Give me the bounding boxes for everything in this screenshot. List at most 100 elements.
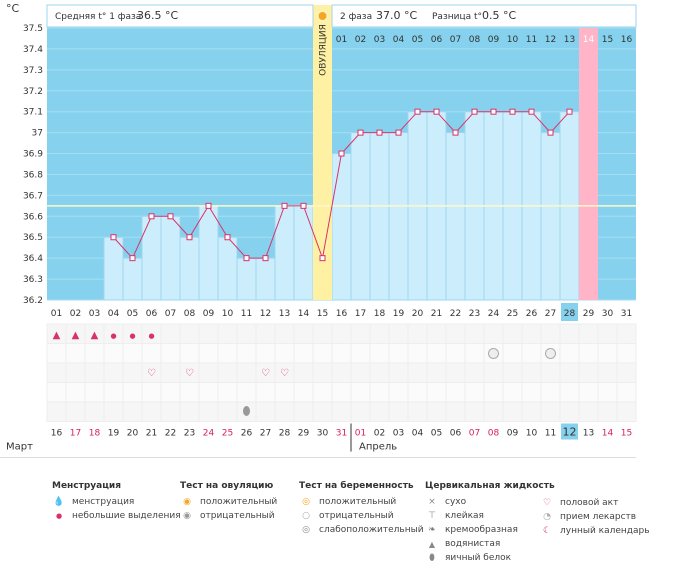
- month-label-2: Апрель: [359, 442, 397, 453]
- grid-cell: [65, 343, 86, 364]
- grid-cell: [293, 343, 314, 364]
- grid-cell: [540, 362, 561, 383]
- grid-cell: [388, 323, 409, 344]
- grid-cell: [331, 323, 352, 344]
- x-tick-label: 24: [488, 309, 500, 319]
- calendar-date: 27: [260, 429, 271, 439]
- grid-cell: [369, 362, 390, 383]
- y-tick-label: 36.7: [23, 191, 43, 201]
- grid-cell: [274, 323, 295, 344]
- calendar-date: 20: [127, 429, 139, 439]
- grid-cell: [160, 382, 181, 403]
- grid-cell: [331, 401, 352, 422]
- month-label-1: Март: [6, 442, 33, 453]
- temperature-point: [433, 108, 440, 115]
- pregtest-weak-icon: ◎: [302, 525, 310, 535]
- calendar-date: 21: [146, 429, 157, 439]
- ovulation-label: ОВУЛЯЦИЯ: [319, 24, 329, 76]
- temperature-point: [148, 213, 155, 220]
- legend-label: отрицательный: [319, 511, 394, 521]
- calendar-date: 14: [602, 429, 614, 439]
- grid-cell: [350, 382, 371, 403]
- grid-cell: [369, 382, 390, 403]
- ovtest-positive-icon: ◉: [183, 497, 191, 507]
- grid-cell: [483, 401, 504, 422]
- legend-pregnancy-test-title: Тест на беременность: [299, 481, 414, 491]
- diff-label: Разница t°: [432, 12, 482, 22]
- grid-cell: [521, 382, 542, 403]
- egg-white-icon: ⬮: [429, 553, 435, 563]
- grid-cell: [464, 362, 485, 383]
- legend-pregnancy-test: Тест на беременность ◎ положительный ○ отр…: [299, 481, 424, 537]
- grid-cell: [597, 382, 618, 403]
- grid-cell: [350, 401, 371, 422]
- grid-cell: [255, 343, 276, 364]
- phase-day-label: 05: [412, 35, 423, 45]
- legend-label: небольшие выделения: [72, 511, 181, 521]
- phase-day-label: 12: [545, 35, 556, 45]
- temperature-bar: [141, 215, 162, 301]
- grid-cell: [198, 343, 219, 364]
- grid-cell: [388, 362, 409, 383]
- heart-icon: ♡: [542, 498, 552, 508]
- grid-cell: [46, 343, 67, 364]
- legend-item-ovtest-positive: ◉ положительный: [180, 495, 277, 509]
- grid-cell: [350, 343, 371, 364]
- grid-cell: [464, 323, 485, 344]
- grid-cell: [46, 362, 67, 383]
- temperature-bar: [540, 132, 561, 301]
- y-unit-label: °C: [6, 2, 20, 15]
- grid-cell: [540, 401, 561, 422]
- grid-cell: [312, 382, 333, 403]
- x-tick-label: 15: [317, 309, 328, 319]
- legend-label: клейкая: [445, 511, 484, 521]
- grid-cell: [426, 343, 447, 364]
- grid-cell: [103, 401, 124, 422]
- phase-day-label: 08: [469, 35, 481, 45]
- grid-cell: [540, 382, 561, 403]
- grid-cell: [274, 401, 295, 422]
- grid-cell: [559, 401, 580, 422]
- grid-cell: [141, 382, 162, 403]
- grid-cell: [521, 401, 542, 422]
- blood-drop-icon: 💧: [53, 497, 65, 507]
- legend-menstruation-title: Менструация: [52, 481, 121, 491]
- grid-cell: [236, 382, 257, 403]
- legend-cervical: Цервикальная жидкость × сухо ⊤ клейкая ❧ кр…: [425, 481, 555, 565]
- calendar-date: 02: [374, 429, 385, 439]
- legend-other: ♡ половой акт ◔ прием лекарств ☾ лунный кал…: [540, 496, 650, 538]
- grid-cell: [46, 401, 67, 422]
- temperature-bar: [369, 132, 390, 301]
- phase1-label: Средняя t° 1 фаза: [55, 12, 141, 22]
- x-tick-label: 19: [393, 309, 405, 319]
- phase-day-label: 07: [450, 35, 461, 45]
- legend-item-pregtest-weak: ◎ слабоположительный: [299, 523, 424, 537]
- grid-cell: [255, 323, 276, 344]
- ovtest-negative-icon: ◉: [183, 511, 191, 521]
- blood-drop-icon: ▲: [72, 330, 80, 341]
- grid-cell: [122, 343, 143, 364]
- legend-label: лунный календарь: [560, 526, 650, 536]
- grid-cell: [388, 382, 409, 403]
- grid-cell: [616, 401, 637, 422]
- grid-cell: [179, 343, 200, 364]
- grid-cell: [464, 382, 485, 403]
- grid-cell: [502, 323, 523, 344]
- y-tick-label: 37.4: [23, 45, 43, 55]
- pregtest-positive-icon: ◎: [302, 497, 310, 507]
- x-tick-label: 03: [89, 309, 100, 319]
- legend-label: яичный белок: [445, 553, 512, 563]
- grid-cell: [445, 362, 466, 383]
- x-tick-label: 04: [108, 309, 120, 319]
- grid-cell: [578, 362, 599, 383]
- temperature-bar: [388, 132, 409, 301]
- grid-cell: [578, 343, 599, 364]
- phase1-box: [46, 4, 314, 28]
- legend-ovulation-test-title: Тест на овуляцию: [180, 481, 274, 491]
- x-tick-label: 10: [222, 309, 234, 319]
- pill-icon: [545, 348, 556, 359]
- y-tick-label: 36.8: [23, 170, 43, 180]
- phase2-value: 37.0 °C: [376, 9, 417, 22]
- x-tick-label: 21: [431, 309, 442, 319]
- pill-icon: ◔: [543, 512, 551, 522]
